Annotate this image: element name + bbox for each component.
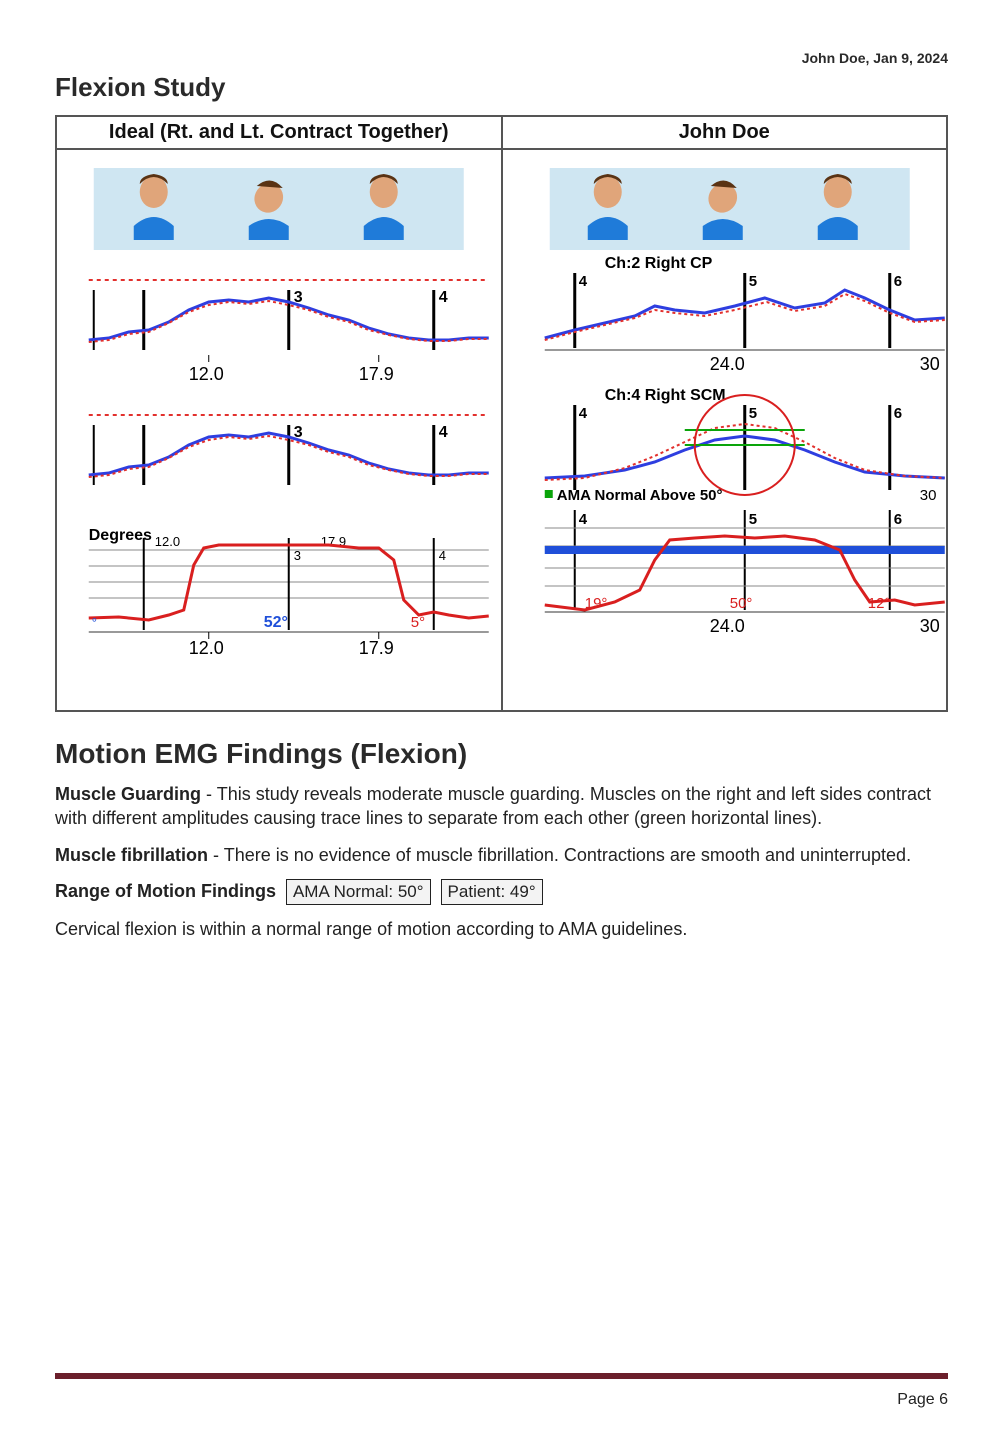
svg-text:4: 4 xyxy=(439,424,448,441)
svg-text:30: 30 xyxy=(919,487,936,504)
svg-text:24.0: 24.0 xyxy=(709,354,744,374)
fibrillation-text: - There is no evidence of muscle fibrill… xyxy=(208,845,911,865)
svg-text:30: 30 xyxy=(919,354,939,374)
findings-title: Motion EMG Findings (Flexion) xyxy=(55,738,948,770)
ch2-label: Ch:2 Right CP xyxy=(604,255,712,272)
ch4-label: Ch:4 Right SCM xyxy=(604,387,725,404)
rom-row: Range of Motion Findings AMA Normal: 50°… xyxy=(55,879,948,905)
svg-text:4: 4 xyxy=(578,511,587,528)
patient-box: Patient: 49° xyxy=(441,879,543,905)
deg-center: 50° xyxy=(729,595,752,612)
section-title: Flexion Study xyxy=(55,72,948,103)
deg-center: 52° xyxy=(264,614,288,631)
svg-text:6: 6 xyxy=(893,405,901,422)
deg-right: 5° xyxy=(411,614,425,631)
deg-left: 19° xyxy=(584,595,607,612)
col-header-patient: John Doe xyxy=(502,116,948,149)
ama-label: AMA Normal Above 50° xyxy=(556,487,722,504)
svg-text:12.0: 12.0 xyxy=(189,638,224,658)
svg-text:4: 4 xyxy=(578,405,587,422)
svg-text:5: 5 xyxy=(748,511,756,528)
col-header-ideal: Ideal (Rt. and Lt. Contract Together) xyxy=(56,116,502,149)
ideal-panel: 3 4 12.0 17.9 xyxy=(56,149,502,711)
svg-text:6: 6 xyxy=(893,511,901,528)
svg-text:5: 5 xyxy=(748,273,756,290)
svg-text:12.0: 12.0 xyxy=(155,534,180,549)
guarding-label: Muscle Guarding xyxy=(55,784,201,804)
para-conclusion: Cervical flexion is within a normal rang… xyxy=(55,917,948,941)
ama-box: AMA Normal: 50° xyxy=(286,879,431,905)
tick-4: 4 xyxy=(439,289,448,306)
patient-panel: Ch:2 Right CP 4 5 6 24.0 30 xyxy=(502,149,948,711)
study-grid: Ideal (Rt. and Lt. Contract Together) Jo… xyxy=(55,115,948,712)
patient-chart: Ch:2 Right CP 4 5 6 24.0 30 xyxy=(503,160,947,700)
svg-text:5: 5 xyxy=(748,405,756,422)
rom-label: Range of Motion Findings xyxy=(55,881,276,902)
fibrillation-label: Muscle fibrillation xyxy=(55,845,208,865)
ama-norm-bar xyxy=(544,546,944,554)
svg-text:30: 30 xyxy=(919,616,939,636)
page-number: Page 6 xyxy=(897,1391,948,1409)
svg-text:24.0: 24.0 xyxy=(709,616,744,636)
para-fibrillation: Muscle fibrillation - There is no eviden… xyxy=(55,843,948,867)
svg-text:17.9: 17.9 xyxy=(359,638,394,658)
svg-text:6: 6 xyxy=(893,273,901,290)
svg-text:4: 4 xyxy=(578,273,587,290)
svg-text:°: ° xyxy=(92,615,97,630)
para-guarding: Muscle Guarding - This study reveals mod… xyxy=(55,782,948,831)
footer-rule xyxy=(55,1373,948,1379)
xaxis-179: 17.9 xyxy=(359,364,394,384)
header-patient-date: John Doe, Jan 9, 2024 xyxy=(55,50,948,66)
deg-right: 12° xyxy=(867,595,890,612)
degrees-label: Degrees xyxy=(89,527,152,544)
xaxis-12: 12.0 xyxy=(189,364,224,384)
ideal-chart: 3 4 12.0 17.9 xyxy=(57,160,501,700)
